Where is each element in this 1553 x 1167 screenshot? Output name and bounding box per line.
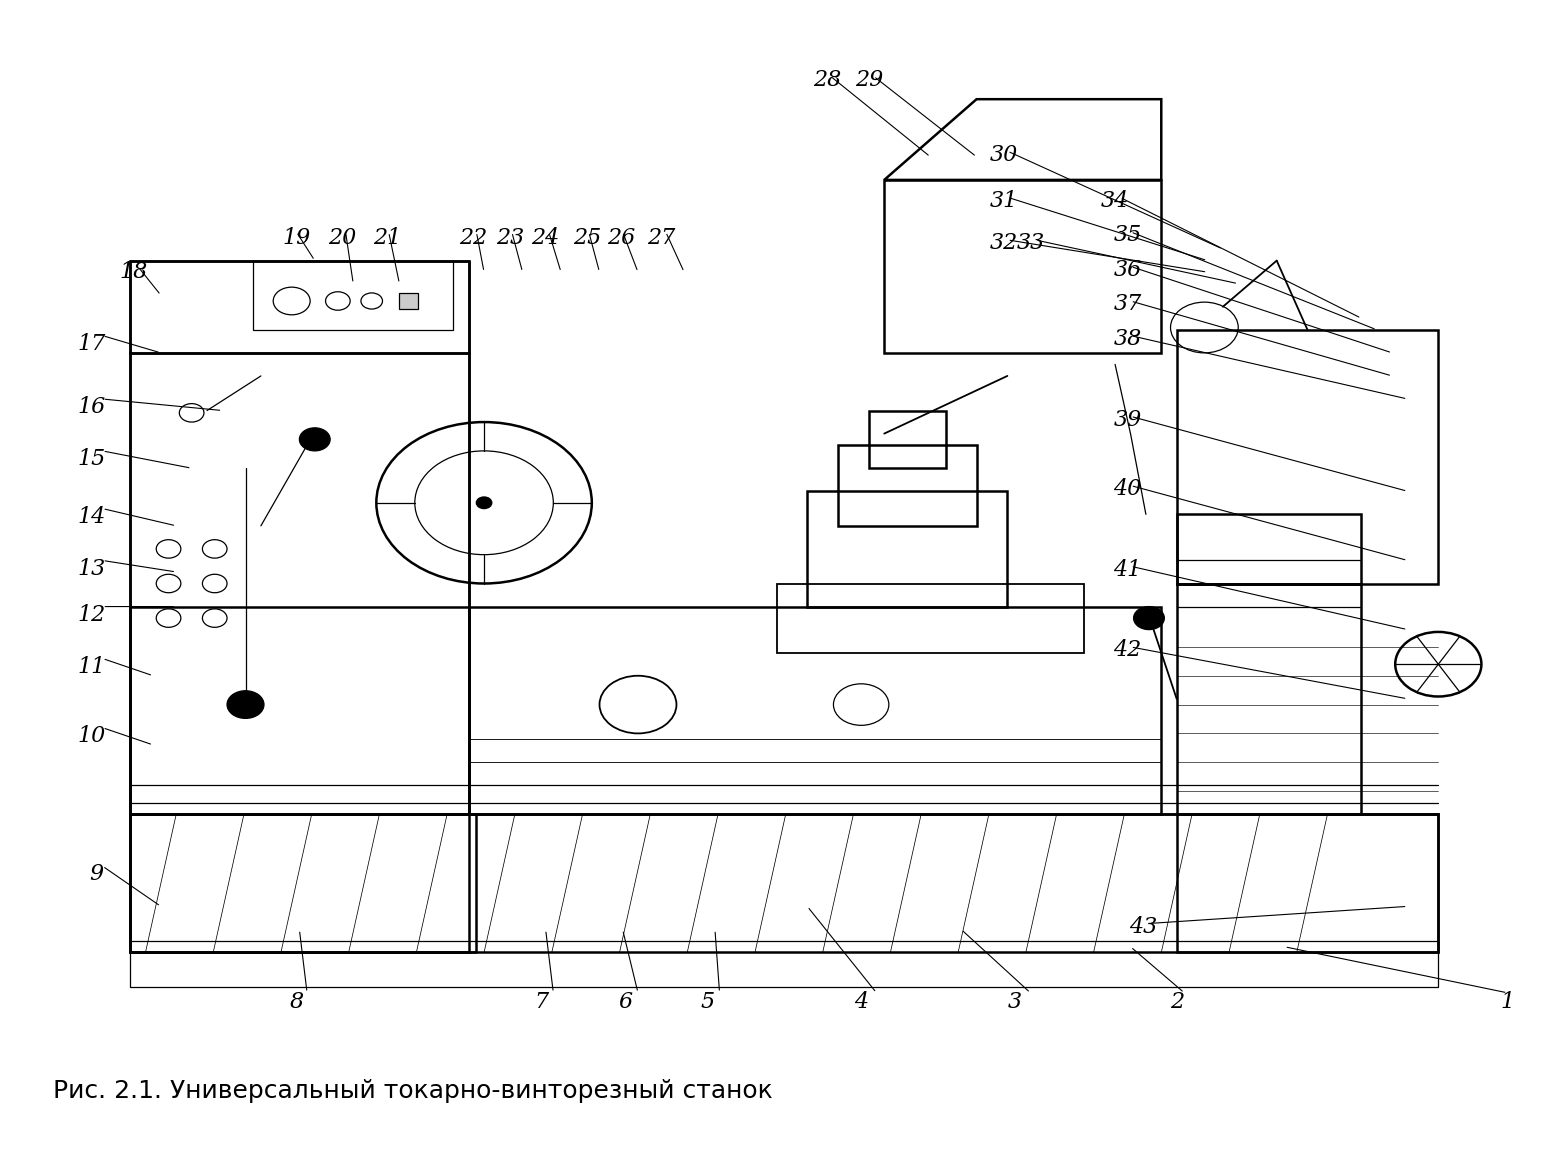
Bar [1177, 330, 1438, 584]
Text: 14: 14 [78, 505, 106, 527]
Text: 15: 15 [78, 448, 106, 470]
Text: 2: 2 [1169, 991, 1183, 1013]
Text: 36: 36 [1114, 259, 1141, 281]
Text: 32: 32 [991, 232, 1019, 254]
Text: 10: 10 [78, 725, 106, 747]
Text: Рис. 2.1. Универсальный токарно-винторезный станок: Рис. 2.1. Универсальный токарно-винторез… [53, 1078, 773, 1103]
Text: 27: 27 [648, 226, 676, 249]
Text: 4: 4 [854, 991, 868, 1013]
Text: 30: 30 [991, 144, 1019, 166]
Circle shape [1134, 607, 1165, 630]
Text: 9: 9 [89, 864, 104, 885]
Text: 35: 35 [1114, 224, 1141, 246]
Text: 39: 39 [1114, 408, 1141, 431]
Bar [808, 491, 1008, 607]
Bar [130, 815, 469, 952]
Bar [1177, 815, 1438, 952]
Text: 24: 24 [531, 226, 559, 249]
Text: 34: 34 [1101, 190, 1129, 211]
Text: 25: 25 [573, 226, 601, 249]
Text: 17: 17 [78, 333, 106, 355]
Text: 7: 7 [534, 991, 548, 1013]
Text: 19: 19 [283, 226, 311, 249]
Text: 5: 5 [700, 991, 714, 1013]
Text: 8: 8 [289, 991, 303, 1013]
Text: 37: 37 [1114, 293, 1141, 315]
Text: 16: 16 [78, 396, 106, 418]
Text: 11: 11 [78, 656, 106, 678]
Bar [469, 607, 1162, 815]
Text: 21: 21 [373, 226, 401, 249]
Circle shape [227, 691, 264, 719]
Text: 6: 6 [618, 991, 632, 1013]
Text: 20: 20 [328, 226, 357, 249]
Text: 12: 12 [78, 603, 106, 626]
Text: 28: 28 [814, 69, 842, 91]
Bar [130, 352, 469, 815]
Text: 29: 29 [854, 69, 884, 91]
Text: 40: 40 [1114, 478, 1141, 499]
Bar [868, 411, 946, 468]
Bar [399, 293, 418, 309]
Bar [130, 260, 469, 352]
Circle shape [300, 428, 331, 450]
Text: 33: 33 [1016, 232, 1045, 254]
Bar [253, 260, 453, 330]
Bar [776, 584, 1084, 652]
Text: 38: 38 [1114, 328, 1141, 350]
Text: 31: 31 [991, 190, 1019, 211]
Text: 22: 22 [460, 226, 488, 249]
Bar [839, 445, 977, 526]
Text: 13: 13 [78, 558, 106, 580]
Text: 3: 3 [1008, 991, 1022, 1013]
Text: 18: 18 [120, 261, 148, 284]
Bar [130, 941, 1438, 987]
Bar [1177, 584, 1362, 815]
Text: 1: 1 [1500, 991, 1514, 1013]
Text: 26: 26 [607, 226, 635, 249]
Text: 23: 23 [495, 226, 525, 249]
Text: 42: 42 [1114, 640, 1141, 662]
Text: 41: 41 [1114, 559, 1141, 581]
Circle shape [477, 497, 492, 509]
Bar [884, 180, 1162, 352]
Bar [130, 815, 1438, 952]
Bar [130, 607, 469, 815]
Bar [1177, 515, 1362, 584]
Text: 43: 43 [1129, 916, 1157, 938]
